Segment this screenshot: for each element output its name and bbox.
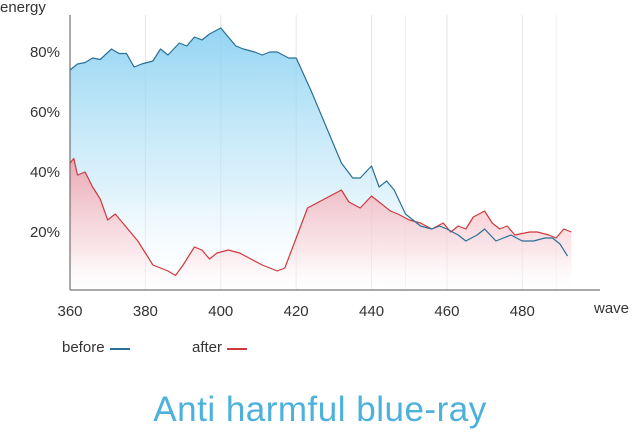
tick-labels: 360 380 400 420 440 460 480 20% 40% 60% 80%	[30, 44, 535, 320]
page-title: Anti harmful blue-ray	[153, 390, 487, 429]
y-tick-label-60: 60%	[30, 104, 60, 121]
legend-label-before: before	[62, 339, 105, 356]
x-tick-label-480: 480	[510, 303, 535, 320]
legend-item-before: before	[62, 339, 130, 356]
series-lines	[69, 27, 572, 277]
line-after	[69, 157, 572, 277]
x-tick-label-380: 380	[133, 303, 158, 320]
axes	[69, 15, 600, 291]
y-axis-title: energy	[0, 0, 46, 16]
x-axis-title: wave	[593, 300, 629, 317]
y-tick-label-20: 20%	[30, 224, 60, 241]
area-after	[70, 158, 572, 290]
x-tick-label-360: 360	[57, 303, 82, 320]
y-tick-label-80: 80%	[30, 44, 60, 61]
legend-item-after: after	[192, 339, 248, 356]
legend-label-after: after	[192, 339, 223, 356]
x-tick-label-440: 440	[359, 303, 384, 320]
x-tick-label-400: 400	[208, 303, 233, 320]
legend-swatch-before	[109, 348, 130, 350]
y-tick-label-40: 40%	[30, 164, 60, 181]
legend-swatch-after	[227, 348, 248, 350]
x-tick-label-420: 420	[284, 303, 309, 320]
x-tick-label-460: 460	[434, 303, 459, 320]
area-before	[70, 28, 568, 290]
line-before	[69, 27, 569, 257]
series-areas	[70, 28, 572, 290]
